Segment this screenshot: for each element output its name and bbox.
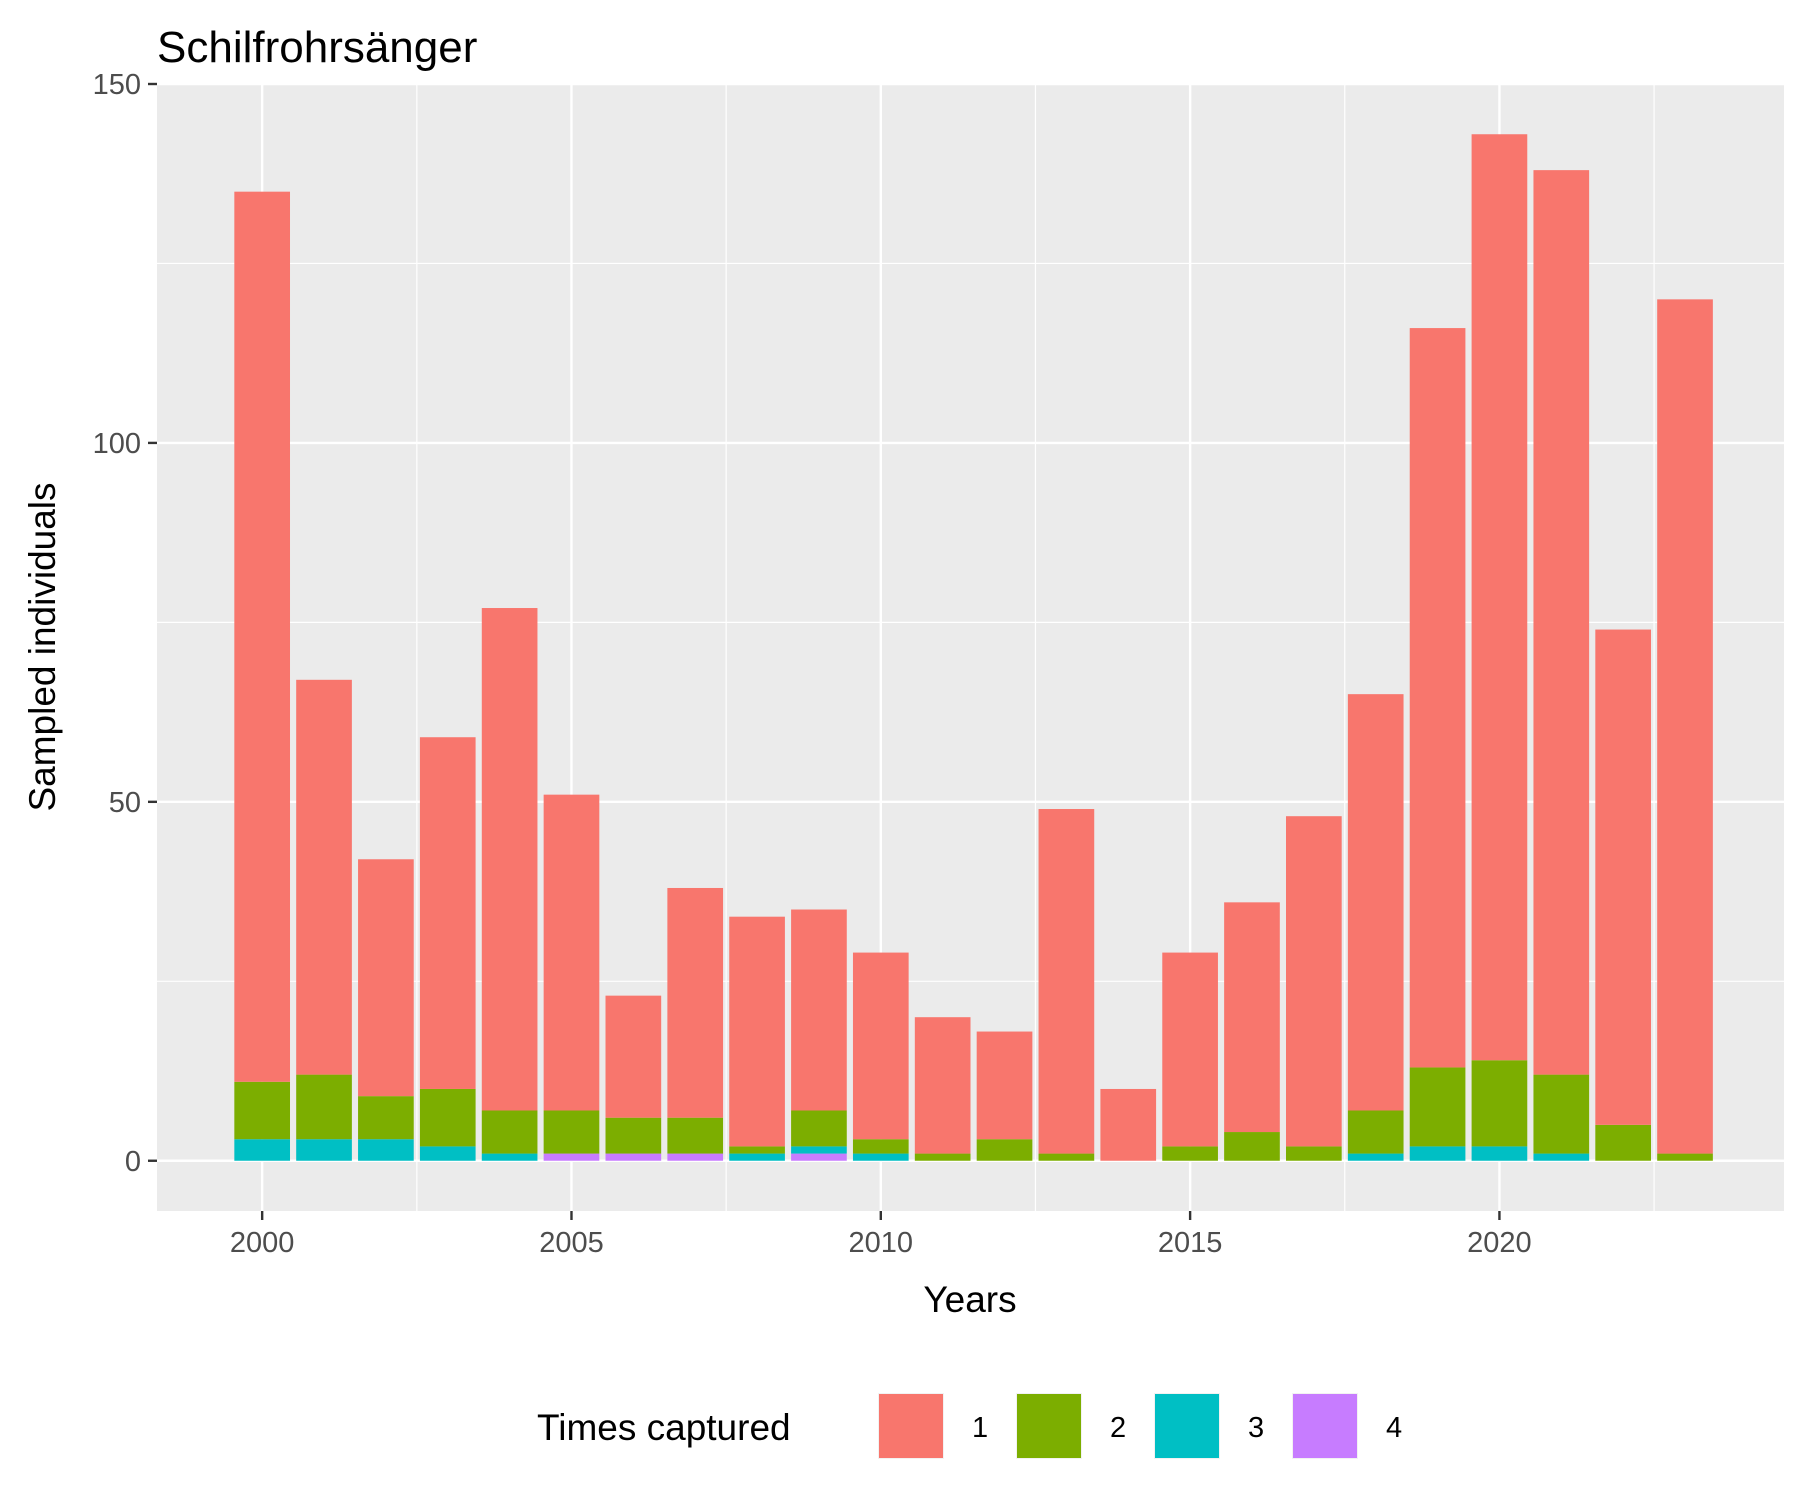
legend-label-4: 4: [1386, 1412, 1402, 1444]
legend-label-2: 2: [1110, 1412, 1126, 1444]
bar-2007-captured-2: [667, 1117, 724, 1154]
bar-2017-captured-2: [1286, 1146, 1342, 1161]
bar-2006-captured-4: [605, 1153, 662, 1161]
legend-label-3: 3: [1248, 1412, 1264, 1444]
bar-2000-captured-2: [234, 1081, 291, 1140]
bar-2009-captured-1: [791, 909, 847, 1111]
x-tick-label: 2015: [1158, 1227, 1223, 1259]
bar-2018-captured-1: [1347, 694, 1404, 1111]
bar-2015-captured-1: [1162, 952, 1218, 1147]
bar-2012-captured-1: [976, 1031, 1033, 1140]
bar-2021-captured-2: [1533, 1074, 1590, 1154]
bar-2001-captured-2: [296, 1074, 352, 1140]
bar-2003-captured-2: [419, 1088, 476, 1147]
bar-2022-captured-2: [1595, 1124, 1651, 1161]
bar-2002-captured-1: [358, 859, 414, 1097]
bar-2010-captured-2: [852, 1139, 909, 1154]
bar-2000-captured-1: [234, 191, 291, 1082]
bar-2013-captured-2: [1038, 1153, 1095, 1161]
x-tick-label: 2005: [539, 1227, 604, 1259]
legend: Times captured 1 2 3 4: [537, 1393, 1402, 1459]
bar-2023-captured-2: [1657, 1153, 1713, 1161]
bar-2006-captured-2: [605, 1117, 662, 1154]
bar-2013-captured-1: [1038, 809, 1095, 1154]
bars: [234, 134, 1713, 1161]
legend-swatch-2: [1017, 1394, 1081, 1458]
bar-2020-captured-3: [1471, 1146, 1528, 1161]
y-tick-label: 150: [93, 69, 141, 101]
bar-2005-captured-2: [543, 1110, 600, 1154]
bar-2004-captured-3: [481, 1153, 538, 1161]
bar-2021-captured-1: [1533, 170, 1590, 1075]
bar-2008-captured-3: [729, 1153, 785, 1161]
y-tick-label: 100: [93, 428, 141, 460]
y-tick-label: 0: [125, 1146, 141, 1178]
legend-title: Times captured: [537, 1407, 791, 1448]
bar-2014-captured-1: [1100, 1088, 1157, 1161]
bar-2005-captured-1: [543, 794, 600, 1111]
bar-2011-captured-1: [914, 1017, 971, 1154]
bar-2007-captured-1: [667, 887, 724, 1118]
bar-2019-captured-2: [1409, 1067, 1466, 1147]
bar-2008-captured-2: [729, 1146, 785, 1154]
bar-2017-captured-1: [1286, 816, 1342, 1147]
bar-2001-captured-3: [296, 1139, 352, 1161]
bar-2000-captured-3: [234, 1139, 291, 1161]
legend-items: 1 2 3 4: [878, 1393, 1402, 1459]
bar-2016-captured-2: [1224, 1132, 1280, 1161]
bar-2009-captured-3: [791, 1146, 847, 1154]
bar-2007-captured-4: [667, 1153, 724, 1161]
bar-2009-captured-4: [791, 1153, 847, 1161]
bar-2020-captured-1: [1471, 134, 1528, 1061]
bar-2001-captured-1: [296, 679, 352, 1075]
legend-label-1: 1: [972, 1412, 988, 1444]
bar-2016-captured-1: [1224, 902, 1280, 1133]
bar-2002-captured-3: [358, 1139, 414, 1161]
bar-2002-captured-2: [358, 1096, 414, 1140]
bar-2011-captured-2: [914, 1153, 971, 1161]
bar-2020-captured-2: [1471, 1060, 1528, 1147]
x-tick-label: 2000: [230, 1227, 295, 1259]
bar-2019-captured-3: [1409, 1146, 1466, 1161]
legend-swatch-4: [1293, 1394, 1357, 1458]
bar-2018-captured-3: [1347, 1153, 1404, 1161]
bar-2012-captured-2: [976, 1139, 1033, 1161]
bar-2021-captured-3: [1533, 1153, 1590, 1161]
bar-2018-captured-2: [1347, 1110, 1404, 1154]
y-axis: 0 50 100 150: [93, 69, 157, 1178]
x-axis-title: Years: [923, 1279, 1016, 1320]
bar-2015-captured-2: [1162, 1146, 1218, 1161]
bar-2009-captured-2: [791, 1110, 847, 1147]
bar-2022-captured-1: [1595, 629, 1651, 1125]
bar-2010-captured-3: [852, 1153, 909, 1161]
x-tick-label: 2020: [1467, 1227, 1532, 1259]
legend-swatch-1: [879, 1394, 943, 1458]
chart-title: Schilfrohrsänger: [157, 23, 477, 72]
bar-2003-captured-3: [419, 1146, 476, 1161]
x-axis: 2000 2005 2010 2015 2020: [230, 1211, 1532, 1259]
bar-2004-captured-2: [481, 1110, 538, 1154]
bar-2023-captured-1: [1657, 299, 1713, 1154]
bar-2004-captured-1: [481, 608, 538, 1111]
legend-swatch-3: [1155, 1394, 1219, 1458]
bar-2008-captured-1: [729, 916, 785, 1147]
bar-2010-captured-1: [852, 952, 909, 1140]
y-axis-title: Sampled individuals: [22, 482, 63, 811]
bar-2019-captured-1: [1409, 328, 1466, 1068]
bar-2005-captured-4: [543, 1153, 600, 1161]
y-tick-label: 50: [109, 787, 141, 819]
bar-2003-captured-1: [419, 737, 476, 1089]
bar-2006-captured-1: [605, 995, 662, 1118]
x-tick-label: 2010: [849, 1227, 914, 1259]
